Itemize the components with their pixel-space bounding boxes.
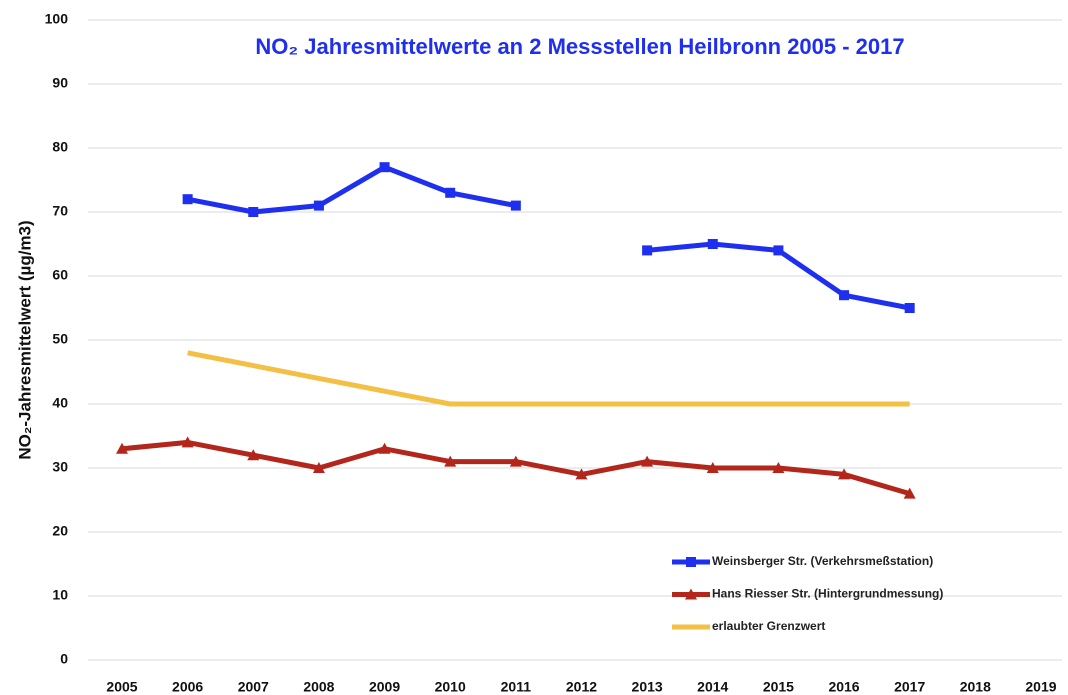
data-point [772,462,785,473]
y-tick-label: 0 [60,651,68,667]
x-tick-label: 2016 [828,679,859,695]
y-tick-label: 20 [52,523,68,539]
legend-label: Hans Riesser Str. (Hintergrundmessung) [712,587,943,601]
x-tick-label: 2011 [501,679,532,695]
x-tick-label: 2017 [894,679,925,695]
chart-title: NO₂ Jahresmittelwerte an 2 Messstellen H… [255,34,904,59]
data-point [445,187,456,198]
x-tick-label: 2015 [763,679,794,695]
data-point [904,303,915,313]
data-point [773,245,784,256]
data-point [641,455,654,467]
x-tick-label: 2009 [369,679,400,695]
data-point [313,200,324,211]
legend-marker [686,557,696,567]
data-point [444,455,457,467]
y-tick-label: 50 [52,331,68,347]
y-tick-label: 10 [52,587,68,603]
legend-label: erlaubter Grenzwert [712,619,825,633]
data-point [182,194,193,205]
data-point [312,462,325,473]
data-point [839,290,850,301]
data-point [181,436,194,448]
y-axis-label: NO₂-Jahresmittelwert (µg/m3) [15,220,34,459]
data-point [247,449,260,461]
x-tick-label: 2014 [697,679,728,695]
x-tick-label: 2006 [172,679,203,695]
x-tick-label: 2008 [303,679,334,695]
legend-marker [685,588,697,600]
data-point [116,442,128,454]
data-point [379,162,390,173]
data-point [707,239,718,249]
legend-label: Weinsberger Str. (Verkehrsmeßstation) [712,554,933,568]
x-tick-label: 2010 [435,679,466,695]
data-point [248,207,259,217]
data-point [510,200,521,211]
x-tick-label: 2012 [566,679,597,695]
data-point [706,462,719,473]
data-point [509,455,522,467]
data-point [642,245,653,256]
y-tick-label: 60 [52,267,68,283]
y-tick-label: 70 [52,203,68,219]
data-point [903,487,916,499]
data-point [378,442,391,454]
series-line [187,164,911,311]
x-tick-label: 2013 [632,679,663,695]
data-point [575,468,588,480]
y-tick-label: 80 [52,139,68,155]
y-tick-label: 40 [52,395,68,411]
series-line [187,350,910,407]
y-tick-label: 100 [45,11,69,27]
x-tick-label: 2007 [238,679,269,695]
data-point [838,468,851,480]
y-tick-label: 30 [52,459,68,475]
x-tick-label: 2005 [106,679,137,695]
y-tick-label: 90 [52,75,68,91]
x-tick-label: 2019 [1025,679,1056,695]
x-tick-label: 2018 [960,679,991,695]
